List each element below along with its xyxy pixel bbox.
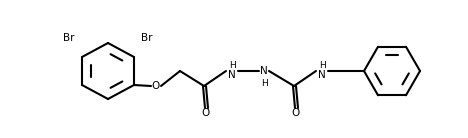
Text: H: H [262, 79, 268, 88]
Text: Br: Br [64, 33, 75, 43]
Text: O: O [202, 108, 210, 118]
Text: Br: Br [141, 33, 153, 43]
Text: O: O [152, 81, 160, 91]
Text: N: N [228, 70, 236, 80]
Text: N: N [318, 70, 326, 80]
Text: O: O [292, 108, 300, 118]
Text: H: H [229, 60, 235, 70]
Text: H: H [319, 60, 325, 70]
Text: N: N [260, 66, 268, 76]
